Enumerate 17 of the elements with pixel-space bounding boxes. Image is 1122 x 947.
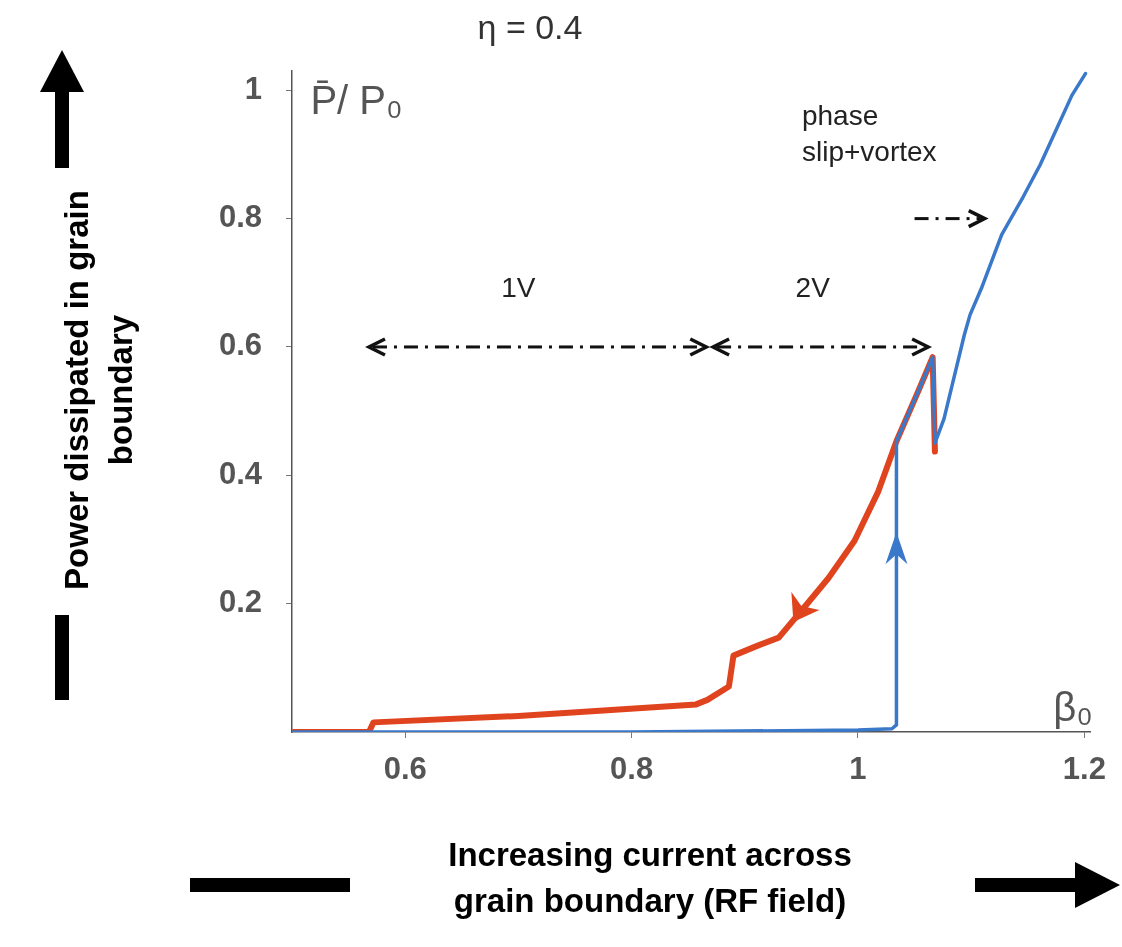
annotation: 2V — [795, 271, 831, 303]
annotation: β₀ — [1053, 684, 1093, 729]
y-tick-label: 0.8 — [218, 199, 262, 235]
y-tick-label: 0.6 — [218, 327, 262, 363]
x-tick-label: 0.8 — [610, 751, 654, 787]
annotation: phase slip+vortex — [801, 99, 937, 167]
y-tick-label: 0.2 — [218, 584, 262, 620]
x-tick-label: 1.2 — [1062, 751, 1106, 787]
chart-title: η = 0.4 — [476, 8, 584, 47]
y-tick-label: 1 — [244, 70, 262, 106]
x-tick-label: 0.6 — [383, 751, 427, 787]
x-axis-title: Increasing current across grain boundary (RF field) — [447, 835, 853, 921]
y-axis-title: Power dissipated in grain boundary — [57, 190, 140, 590]
annotation: P̄/ P₀ — [310, 78, 403, 123]
y-tick-label: 0.4 — [218, 455, 263, 491]
x-tick-label: 1 — [849, 751, 867, 787]
annotation: 1V — [501, 271, 536, 303]
